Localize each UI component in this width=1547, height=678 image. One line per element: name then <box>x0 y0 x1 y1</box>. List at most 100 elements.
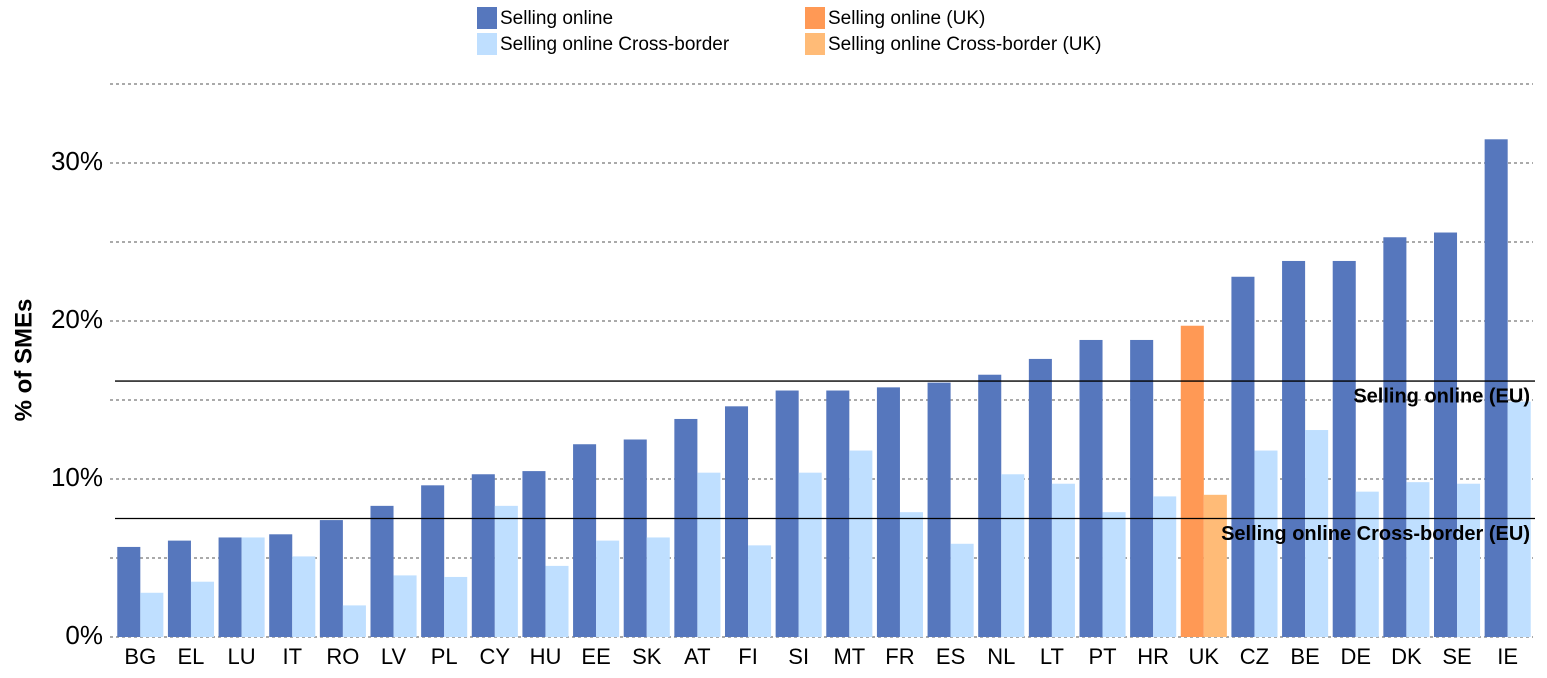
legend-swatch <box>477 7 497 29</box>
bar <box>319 520 343 637</box>
y-axis-label: % of SMEs <box>10 299 37 422</box>
bar <box>927 382 951 637</box>
bar <box>1231 276 1255 637</box>
x-tick-label: IE <box>1497 644 1518 669</box>
bar <box>269 534 293 637</box>
x-tick-label: SK <box>632 644 662 669</box>
bar <box>596 540 620 637</box>
bar <box>573 444 597 637</box>
legend-swatch <box>477 33 497 55</box>
bar <box>393 575 417 637</box>
bar <box>190 581 215 637</box>
bar <box>646 537 670 637</box>
bar <box>849 450 873 637</box>
bar <box>342 605 366 637</box>
bar <box>899 512 924 637</box>
bar <box>370 505 394 637</box>
bar <box>140 592 164 637</box>
bar <box>697 472 721 637</box>
x-tick-label: DE <box>1340 644 1371 669</box>
legend-label: Selling online <box>500 8 613 29</box>
reference-label: Selling online Cross-border (EU) <box>1221 523 1530 545</box>
x-tick-label: CZ <box>1240 644 1269 669</box>
legend-label: Selling online Cross-border (UK) <box>828 34 1102 55</box>
x-tick-label: ES <box>936 644 965 669</box>
bar <box>674 418 698 637</box>
legend-label: Selling online Cross-border <box>500 34 730 55</box>
x-tick-label: SE <box>1442 644 1471 669</box>
bar <box>471 474 495 637</box>
bar <box>167 540 191 637</box>
x-tick-label: DK <box>1391 644 1422 669</box>
x-tick-label: LV <box>381 644 407 669</box>
x-tick-label: NL <box>987 644 1015 669</box>
x-tick-label: LT <box>1040 644 1064 669</box>
x-tick-label: LU <box>228 644 256 669</box>
bar <box>1079 339 1103 637</box>
x-tick-label: EL <box>178 644 205 669</box>
bar <box>1406 482 1430 637</box>
bar <box>292 556 316 637</box>
bar <box>1180 325 1204 637</box>
y-tick-label: 30% <box>51 146 103 176</box>
x-tick-label: PT <box>1088 644 1116 669</box>
bar <box>1383 237 1407 637</box>
bar <box>1102 512 1126 637</box>
bar <box>1305 430 1329 637</box>
bar <box>748 545 772 637</box>
y-tick-label: 20% <box>51 304 103 334</box>
bar <box>117 546 141 637</box>
bar <box>421 485 445 637</box>
x-tick-label: SI <box>788 644 809 669</box>
x-tick-label: FI <box>738 644 758 669</box>
bar <box>1332 260 1356 637</box>
x-tick-label: HR <box>1137 644 1169 669</box>
bar <box>1028 358 1052 637</box>
bar <box>1153 496 1177 637</box>
x-tick-label: BE <box>1290 644 1319 669</box>
x-tick-label: FR <box>885 644 914 669</box>
bar <box>1051 483 1075 637</box>
bar <box>444 576 468 637</box>
x-tick-label: IT <box>282 644 302 669</box>
legend-label: Selling online (UK) <box>828 8 985 29</box>
bar <box>494 505 518 637</box>
bar <box>775 390 799 637</box>
bar <box>1507 401 1531 637</box>
y-tick-label: 10% <box>51 462 103 492</box>
x-tick-label: PL <box>431 644 458 669</box>
bar <box>1355 491 1379 637</box>
bar <box>241 537 265 637</box>
bar <box>724 406 749 637</box>
x-tick-label: MT <box>833 644 865 669</box>
bar <box>798 472 822 637</box>
bar <box>623 439 647 637</box>
bar <box>876 387 900 637</box>
reference-label: Selling online (EU) <box>1353 385 1530 407</box>
bar <box>218 537 242 637</box>
bar <box>522 471 546 637</box>
bar <box>545 565 569 637</box>
bar <box>1282 260 1306 637</box>
x-tick-label: EE <box>581 644 610 669</box>
x-tick-label: BG <box>124 644 156 669</box>
bar <box>950 543 974 637</box>
x-tick-label: CY <box>480 644 511 669</box>
bar <box>1001 474 1025 637</box>
bar <box>826 390 850 637</box>
legend-swatch <box>805 7 825 29</box>
x-tick-label: RO <box>326 644 359 669</box>
x-tick-label: HU <box>530 644 562 669</box>
x-tick-label: UK <box>1189 644 1220 669</box>
bar <box>1254 450 1278 637</box>
bar <box>1130 339 1154 637</box>
bar <box>978 374 1002 637</box>
x-tick-label: AT <box>684 644 710 669</box>
bar <box>1203 494 1227 637</box>
bar <box>1457 483 1481 637</box>
legend-swatch <box>805 33 825 55</box>
y-tick-label: 0% <box>65 620 103 650</box>
bar <box>1484 139 1508 638</box>
bar <box>1433 232 1458 637</box>
